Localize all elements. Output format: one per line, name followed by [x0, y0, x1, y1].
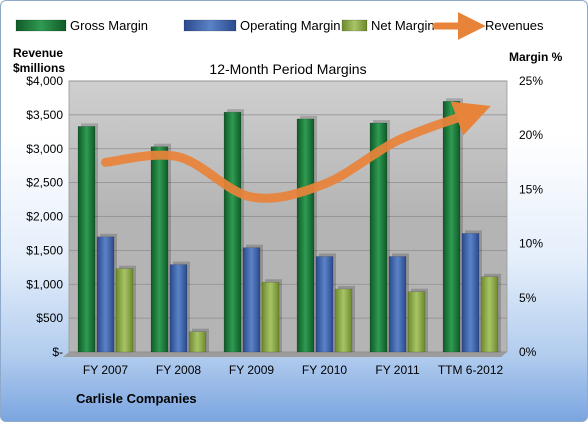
y-right-tick-label: 10% — [519, 237, 543, 251]
legend-gross-margin-label: Gross Margin — [70, 18, 148, 33]
legend-operating-margin-label: Operating Margin — [240, 18, 340, 33]
net-margin-bar — [261, 281, 280, 353]
net-margin-bar — [334, 288, 353, 353]
operating-margin-bar — [169, 264, 188, 353]
operating-margin-bar — [315, 256, 334, 353]
plot-floor — [63, 352, 507, 357]
x-category-label: FY 2010 — [302, 363, 347, 377]
x-category-label: FY 2009 — [229, 363, 274, 377]
y-left-axis-unit: $millions — [13, 61, 65, 75]
legend-net-margin-label: Net Margin — [371, 18, 435, 33]
y-right-axis-title: Margin % — [509, 50, 563, 64]
y-right-tick-label: 0% — [519, 345, 537, 359]
gross-margin-bar — [296, 118, 315, 353]
gross-margin-bar — [77, 126, 96, 353]
gross-margin-bar — [150, 146, 169, 353]
x-category-label: FY 2007 — [83, 363, 128, 377]
operating-margin-bar — [388, 256, 407, 353]
y-left-tick-label: $4,000 — [26, 74, 63, 88]
legend-net-margin-swatch — [341, 19, 368, 32]
net-margin-bar — [480, 276, 499, 353]
y-right-tick-label: 15% — [519, 182, 543, 196]
x-category-label: FY 2011 — [375, 363, 420, 377]
legend-operating-margin-swatch — [183, 19, 237, 32]
y-left-axis-title: Revenue — [13, 46, 63, 60]
gross-margin-bar — [223, 111, 242, 353]
y-left-tick-label: $- — [52, 345, 63, 359]
net-margin-bar — [407, 291, 426, 353]
y-left-tick-label: $3,000 — [26, 142, 63, 156]
y-left-tick-label: $1,500 — [26, 243, 63, 257]
y-left-tick-label: $1,000 — [26, 277, 63, 291]
y-right-tick-label: 25% — [519, 74, 543, 88]
x-category-label: FY 2008 — [156, 363, 201, 377]
net-margin-bar — [115, 268, 134, 353]
chart-title: 12-Month Period Margins — [209, 61, 366, 77]
legend-gross-margin-swatch — [15, 19, 67, 32]
y-left-tick-label: $3,500 — [26, 108, 63, 122]
y-left-tick-label: $500 — [36, 311, 63, 325]
y-right-tick-label: 5% — [519, 291, 537, 305]
y-right-tick-label: 20% — [519, 128, 543, 142]
y-left-tick-label: $2,500 — [26, 176, 63, 190]
operating-margin-bar — [242, 247, 261, 353]
gross-margin-bar — [442, 101, 461, 353]
operating-margin-bar — [461, 233, 480, 353]
legend-revenues-label: Revenues — [485, 18, 544, 33]
x-category-label: TTM 6-2012 — [438, 363, 504, 377]
y-left-tick-label: $2,000 — [26, 210, 63, 224]
operating-margin-bar — [96, 236, 115, 353]
net-margin-bar — [188, 331, 207, 353]
company-name: Carlisle Companies — [76, 391, 197, 406]
revenues-line — [101, 101, 491, 203]
gross-margin-bar — [369, 122, 388, 353]
